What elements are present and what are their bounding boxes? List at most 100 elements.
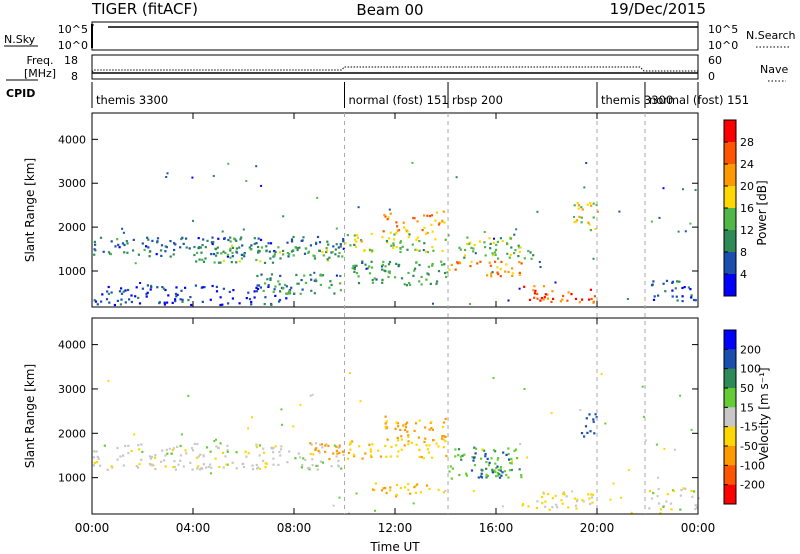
velocity-cell bbox=[137, 444, 140, 447]
freq-strip-frame bbox=[91, 54, 699, 80]
velocity-speck bbox=[348, 372, 351, 374]
velocity-panel-frame bbox=[91, 317, 699, 515]
power-cell bbox=[665, 279, 669, 282]
power-cell bbox=[160, 249, 163, 252]
power-cell bbox=[381, 268, 384, 271]
power-cell bbox=[222, 250, 225, 253]
velocity-speck bbox=[292, 425, 295, 428]
power-cell bbox=[232, 289, 235, 292]
velocity-cell bbox=[262, 459, 265, 462]
power-cell bbox=[392, 242, 395, 245]
velocity-cell bbox=[95, 461, 98, 464]
colorbar-tick-label: 100 bbox=[740, 363, 761, 376]
velocity-cell bbox=[122, 464, 125, 467]
power-cell bbox=[353, 234, 356, 237]
velocity-cell bbox=[432, 439, 435, 442]
power-cell bbox=[361, 261, 364, 264]
velocity-cell bbox=[385, 427, 388, 430]
colorbar-tick-label: 28 bbox=[740, 136, 754, 149]
power-cell bbox=[229, 240, 232, 243]
power-cell bbox=[342, 239, 345, 243]
power-cell bbox=[681, 295, 684, 298]
velocity-cell bbox=[574, 504, 578, 507]
power-cell bbox=[361, 260, 364, 263]
power-speck bbox=[689, 222, 692, 225]
power-cell bbox=[123, 251, 126, 254]
velocity-cell bbox=[437, 445, 440, 448]
velocity-cell bbox=[190, 447, 194, 450]
velocity-cell bbox=[554, 494, 557, 497]
velocity-cell bbox=[510, 457, 513, 460]
colorbar-swatch bbox=[724, 230, 736, 253]
power-cell bbox=[99, 236, 103, 239]
power-cell bbox=[105, 298, 109, 301]
power-cell bbox=[206, 239, 209, 242]
velocity-cell bbox=[662, 505, 665, 508]
velocity-cell bbox=[454, 455, 457, 458]
power-cell bbox=[240, 253, 243, 256]
colorbar-swatch bbox=[724, 120, 736, 143]
velocity-cell bbox=[417, 436, 420, 439]
power-cell bbox=[479, 260, 482, 263]
power-cell bbox=[273, 255, 276, 258]
power-cell bbox=[399, 241, 402, 244]
velocity-cell bbox=[164, 454, 167, 457]
velocity-cell bbox=[116, 446, 119, 450]
velocity-speck bbox=[627, 468, 630, 471]
power-cell bbox=[504, 270, 507, 273]
power-cell bbox=[496, 240, 499, 243]
power-cell bbox=[681, 286, 684, 290]
velocity-cell bbox=[272, 451, 275, 454]
power-cell bbox=[126, 242, 129, 245]
power-speck bbox=[388, 208, 391, 211]
power-cell bbox=[117, 243, 120, 246]
power-cell bbox=[315, 242, 318, 245]
power-cell bbox=[271, 261, 275, 264]
velocity-speck bbox=[412, 502, 415, 505]
power-speck bbox=[507, 299, 510, 302]
power-cell bbox=[325, 251, 328, 254]
power-speck bbox=[279, 290, 281, 293]
velocity-speck bbox=[299, 403, 302, 406]
velocity-cell bbox=[369, 448, 372, 451]
power-cell bbox=[108, 301, 111, 304]
cpid-mode-label: themis 3300 bbox=[96, 93, 168, 107]
power-cell bbox=[119, 303, 122, 306]
power-speck bbox=[658, 216, 661, 219]
nsky-strip-frame bbox=[91, 21, 699, 51]
velocity-cell bbox=[418, 449, 421, 452]
power-cell bbox=[180, 289, 183, 292]
velocity-cell bbox=[96, 455, 99, 458]
power-speck bbox=[474, 252, 477, 255]
velocity-cell bbox=[442, 491, 445, 494]
velocity-cell bbox=[472, 456, 475, 459]
velocity-cell bbox=[541, 502, 544, 505]
power-cell bbox=[489, 242, 492, 245]
power-cell bbox=[406, 248, 409, 251]
power-cell bbox=[222, 259, 225, 262]
power-cell bbox=[573, 204, 576, 207]
power-cell bbox=[418, 249, 421, 252]
velocity-speck bbox=[499, 468, 502, 471]
power-cell bbox=[423, 214, 426, 217]
power-cell bbox=[418, 263, 421, 267]
power-cell bbox=[389, 231, 392, 234]
velocity-cell bbox=[431, 456, 434, 459]
power-cell bbox=[432, 249, 435, 252]
velocity-cell bbox=[317, 449, 320, 452]
power-cell bbox=[256, 284, 259, 287]
power-cell bbox=[416, 236, 419, 239]
power-cell bbox=[476, 262, 479, 265]
velocity-cell bbox=[106, 468, 109, 471]
freq-strip: Freq. [MHz] 18 8 60 0 Nave bbox=[6, 54, 788, 83]
power-cell bbox=[523, 285, 526, 288]
power-cell bbox=[284, 283, 287, 286]
velocity-speck bbox=[259, 467, 262, 470]
velocity-speck bbox=[511, 460, 514, 463]
velocity-cell bbox=[397, 450, 400, 453]
power-cell bbox=[488, 261, 491, 264]
velocity-speck bbox=[472, 489, 475, 492]
power-cell bbox=[354, 238, 357, 241]
power-cell bbox=[229, 236, 232, 239]
power-cell bbox=[517, 255, 520, 258]
